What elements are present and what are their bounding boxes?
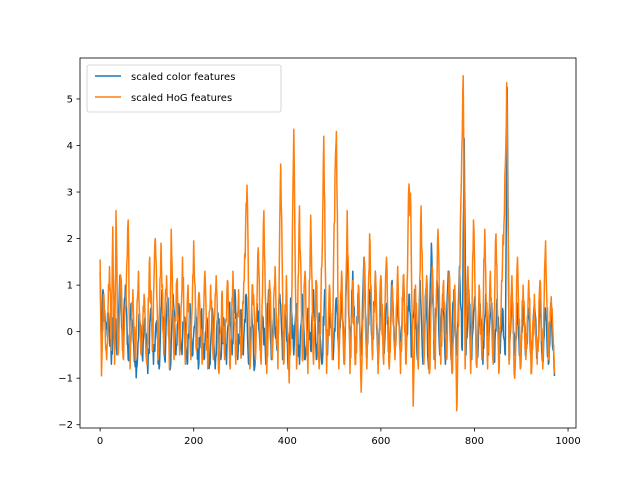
legend-label-hog-features: scaled HoG features [131, 93, 232, 104]
x-tick-label: 800 [465, 436, 484, 447]
y-tick-label: 0 [67, 327, 73, 338]
legend-label-color-features: scaled color features [131, 72, 235, 83]
x-axis-ticks: 0 200 400 600 800 1000 [97, 428, 581, 447]
series-line-hog-features [99, 74, 556, 412]
x-tick-label: 600 [371, 436, 390, 447]
y-tick-label: 2 [67, 234, 73, 245]
series-layer [99, 74, 556, 412]
y-tick-label: 4 [67, 141, 73, 152]
y-axis-ticks: −2 −1 0 1 2 3 4 5 [58, 94, 80, 431]
x-tick-label: 200 [184, 436, 203, 447]
y-tick-label: 1 [67, 281, 73, 292]
y-tick-label: 5 [67, 94, 73, 105]
x-tick-label: 1000 [555, 436, 580, 447]
legend: scaled color features scaled HoG feature… [86, 64, 282, 113]
plot-area-frame [79, 57, 577, 429]
x-tick-label: 0 [97, 436, 103, 447]
y-tick-label: −1 [58, 374, 73, 385]
x-tick-label: 400 [278, 436, 297, 447]
y-tick-label: −2 [58, 420, 73, 431]
legend-box [86, 64, 282, 113]
y-tick-label: 3 [67, 188, 73, 199]
